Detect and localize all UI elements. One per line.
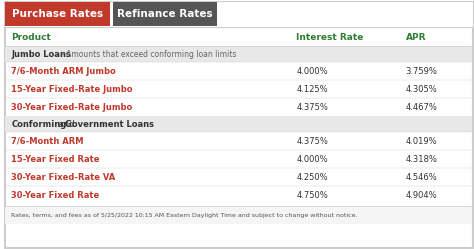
Text: Purchase Rates: Purchase Rates: [12, 9, 103, 19]
Text: 30-Year Fixed-Rate Jumbo: 30-Year Fixed-Rate Jumbo: [11, 103, 133, 112]
Text: Conforming: Conforming: [11, 120, 66, 128]
FancyBboxPatch shape: [4, 1, 473, 248]
Text: 4.904%: 4.904%: [405, 190, 437, 199]
Text: 4.546%: 4.546%: [405, 173, 437, 182]
Text: 4.305%: 4.305%: [405, 84, 437, 94]
Text: 3.759%: 3.759%: [405, 66, 438, 75]
Text: 4.019%: 4.019%: [405, 136, 437, 145]
FancyBboxPatch shape: [5, 206, 472, 224]
Text: and: and: [56, 120, 77, 128]
Text: 15-Year Fixed-Rate Jumbo: 15-Year Fixed-Rate Jumbo: [11, 84, 133, 94]
Text: Jumbo Loans: Jumbo Loans: [11, 50, 71, 59]
FancyBboxPatch shape: [5, 46, 472, 62]
FancyBboxPatch shape: [5, 2, 109, 26]
Text: 7/6-Month ARM: 7/6-Month ARM: [11, 136, 84, 145]
FancyBboxPatch shape: [112, 2, 217, 26]
Text: 4.750%: 4.750%: [296, 190, 328, 199]
Text: Government Loans: Government Loans: [65, 120, 154, 128]
Text: Interest Rate: Interest Rate: [296, 33, 364, 42]
Text: 4.250%: 4.250%: [296, 173, 328, 182]
Text: 4.125%: 4.125%: [296, 84, 328, 94]
Text: Refinance Rates: Refinance Rates: [117, 9, 212, 19]
Text: 30-Year Fixed-Rate VA: 30-Year Fixed-Rate VA: [11, 173, 116, 182]
Text: 4.318%: 4.318%: [405, 154, 438, 164]
Text: APR: APR: [405, 33, 426, 42]
Text: 30-Year Fixed Rate: 30-Year Fixed Rate: [11, 190, 100, 199]
Text: Product: Product: [11, 33, 51, 42]
Text: Rates, terms, and fees as of 5/25/2022 10:15 AM Eastern Daylight Time and subjec: Rates, terms, and fees as of 5/25/2022 1…: [11, 212, 358, 217]
Text: 15-Year Fixed Rate: 15-Year Fixed Rate: [11, 154, 100, 164]
Text: 4.000%: 4.000%: [296, 66, 328, 75]
Text: 4.000%: 4.000%: [296, 154, 328, 164]
Text: 7/6-Month ARM Jumbo: 7/6-Month ARM Jumbo: [11, 66, 116, 75]
FancyBboxPatch shape: [5, 27, 472, 247]
FancyBboxPatch shape: [5, 116, 472, 132]
Text: - Amounts that exceed conforming loan limits: - Amounts that exceed conforming loan li…: [61, 50, 237, 59]
Text: 4.467%: 4.467%: [405, 103, 438, 112]
Text: 4.375%: 4.375%: [296, 103, 328, 112]
Text: 4.375%: 4.375%: [296, 136, 328, 145]
